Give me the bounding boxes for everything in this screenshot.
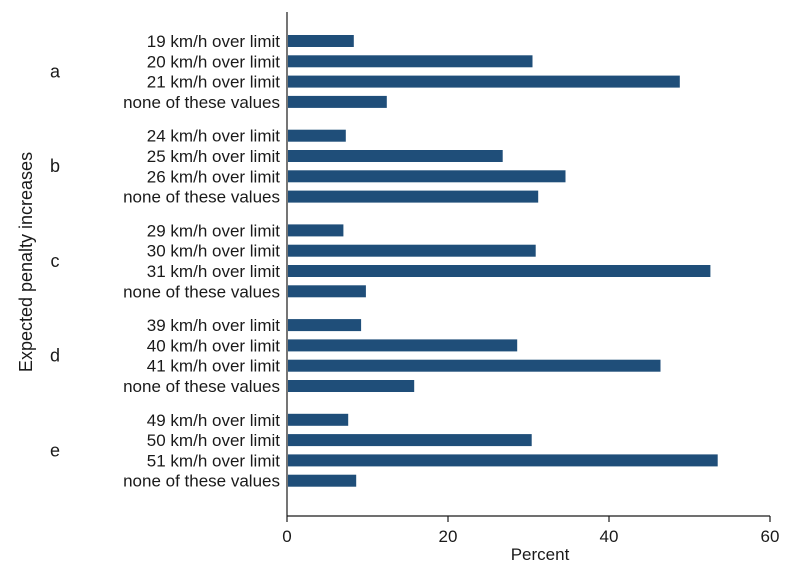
bar [288, 35, 354, 47]
group-label: d [50, 346, 60, 366]
bar [288, 359, 661, 372]
bar [288, 75, 680, 88]
group-label: e [50, 440, 60, 460]
bar [288, 434, 532, 447]
group-label: c [51, 251, 60, 271]
category-label: 24 km/h over limit [147, 127, 280, 146]
bar [288, 413, 349, 426]
category-label: 31 km/h over limit [147, 262, 280, 281]
x-axis-ticks: 0 20 40 60 [282, 516, 779, 546]
bar [288, 244, 536, 257]
bar [288, 285, 366, 298]
bar [288, 55, 533, 68]
bar [288, 129, 346, 142]
category-label: 39 km/h over limit [147, 316, 280, 335]
bar [288, 454, 718, 467]
category-label: 41 km/h over limit [147, 357, 280, 376]
x-axis-title: Percent [511, 545, 570, 564]
category-label: 40 km/h over limit [147, 336, 280, 355]
bar [288, 95, 387, 108]
bar [288, 339, 518, 352]
category-label: 21 km/h over limit [147, 73, 280, 92]
category-label: 29 km/h over limit [147, 221, 280, 240]
bar [288, 190, 539, 203]
group-label: b [50, 156, 60, 176]
category-label: none of these values [123, 282, 280, 301]
bar [288, 150, 503, 162]
category-label: none of these values [123, 93, 280, 112]
category-label: 50 km/h over limit [147, 431, 280, 450]
category-label: none of these values [123, 188, 280, 207]
category-label: 30 km/h over limit [147, 242, 280, 261]
category-label: 51 km/h over limit [147, 451, 280, 470]
group-label: a [50, 61, 61, 81]
category-label: none of these values [123, 377, 280, 396]
bar [288, 319, 362, 332]
category-label: 19 km/h over limit [147, 32, 280, 51]
bar [288, 265, 711, 277]
category-label: none of these values [123, 472, 280, 491]
group-labels: a b c d e [50, 61, 61, 460]
x-tick-label: 60 [761, 527, 780, 546]
category-label: 25 km/h over limit [147, 147, 280, 166]
bar [288, 224, 344, 237]
bars [288, 35, 718, 487]
category-label: 26 km/h over limit [147, 167, 280, 186]
x-tick-label: 40 [600, 527, 619, 546]
bar [288, 474, 357, 487]
x-tick-label: 0 [282, 527, 291, 546]
y-axis-title: Expected penalty increases [16, 152, 36, 372]
category-label: 20 km/h over limit [147, 52, 280, 71]
bar [288, 380, 415, 392]
bar [288, 170, 566, 183]
x-tick-label: 20 [439, 527, 458, 546]
category-label: 49 km/h over limit [147, 411, 280, 430]
